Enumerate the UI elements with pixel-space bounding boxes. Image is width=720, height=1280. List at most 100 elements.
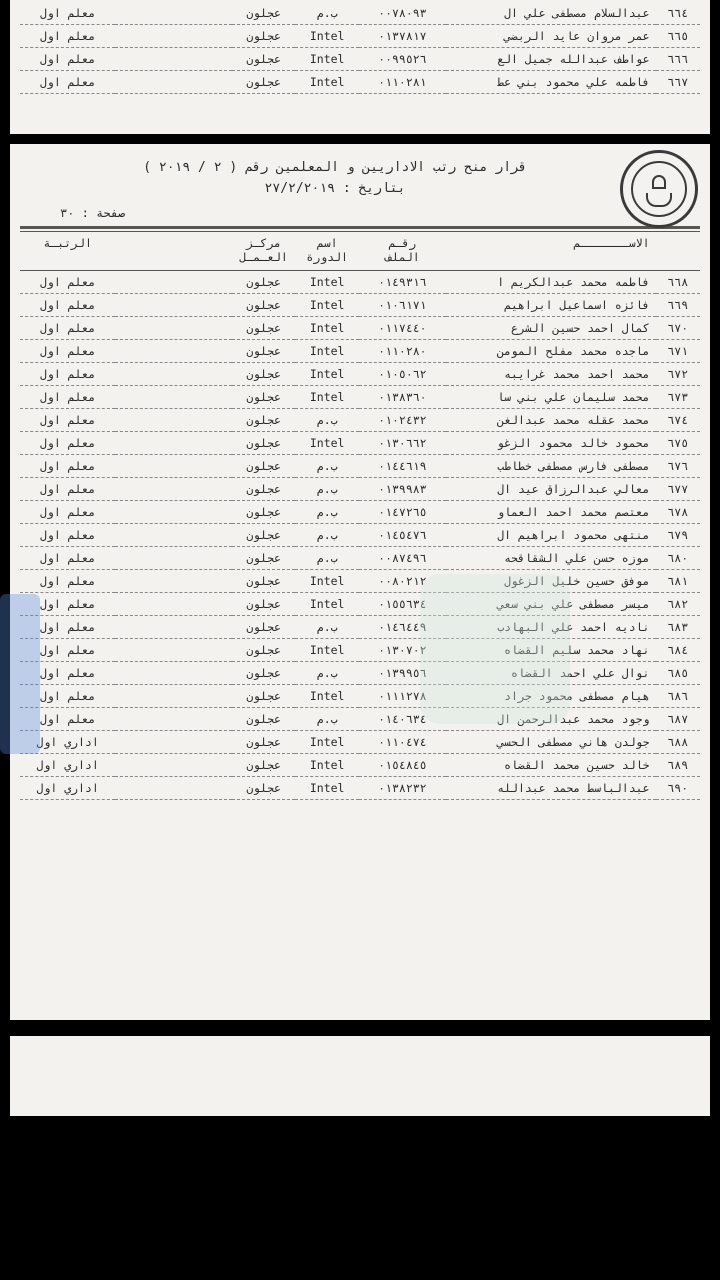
cell-rank: معلم اول xyxy=(20,546,115,569)
cell-center2 xyxy=(115,684,232,707)
cell-rank: معلم اول xyxy=(20,707,115,730)
cell-center2 xyxy=(115,546,232,569)
cell-center2 xyxy=(115,523,232,546)
cell-course: Intel xyxy=(295,270,359,293)
cell-center: عجلون xyxy=(232,615,296,638)
table-row: ٦٧٨معتصم محمد احمد العماو٠١٤٧٢٦٥ب.معجلون… xyxy=(20,500,700,523)
cell-file: ٠١٣٩٩٨٣ xyxy=(359,477,446,500)
table-row: ٦٨٣ناديه احمد علي البهادب٠١٤٦٤٤٩ب.معجلون… xyxy=(20,615,700,638)
cell-center: عجلون xyxy=(232,316,296,339)
cell-file: ٠١٤٤٦١٩ xyxy=(359,454,446,477)
cell-rank: معلم اول xyxy=(20,638,115,661)
title-line1: قرار منح رتب الاداريين و المعلمين رقم ( … xyxy=(60,158,610,179)
cell-course: Intel xyxy=(295,638,359,661)
cell-rank: معلم اول xyxy=(20,477,115,500)
cell-file: ٠١١٠٤٧٤ xyxy=(359,730,446,753)
cell-course: Intel xyxy=(295,592,359,615)
th-name: الاســـــــم xyxy=(446,231,656,268)
cell-name: نهاد محمد سليم القضاه xyxy=(446,638,656,661)
table-row: ٦٧١ماجده محمد مفلح المومن٠١١٠٢٨٠Intelعجل… xyxy=(20,339,700,362)
cell-rank: معلم اول xyxy=(20,569,115,592)
cell-course: ب.م xyxy=(295,454,359,477)
cell-center: عجلون xyxy=(232,661,296,684)
cell-file: ٠١١٠٢٨١ xyxy=(359,71,446,94)
cell-name: خالد حسين محمد القضاه xyxy=(446,753,656,776)
cell-center: عجلون xyxy=(232,408,296,431)
cell-name: فاطمه محمد عبدالكريم ا xyxy=(446,270,656,293)
title-line2: بتاريخ : ٢٧/٢/٢٠١٩ xyxy=(60,179,610,200)
cell-center: عجلون xyxy=(232,362,296,385)
cell-rank: معلم اول xyxy=(20,362,115,385)
cell-center2 xyxy=(115,477,232,500)
table-row: ٦٦٤عبدالسلام مصطفى علي ال٠٠٧٨٠٩٣ب.معجلون… xyxy=(20,2,700,25)
cell-course: ب.م xyxy=(295,661,359,684)
cell-center: عجلون xyxy=(232,569,296,592)
table-row: ٦٨٤نهاد محمد سليم القضاه٠١٣٠٧٠٢Intelعجلو… xyxy=(20,638,700,661)
cell-no: ٦٧٢ xyxy=(656,362,700,385)
cell-file: ٠١٥٥٦٣٤ xyxy=(359,592,446,615)
table-row: ٦٦٩فائزه اسماعيل ابراهيم٠١٠٦١٧١Intelعجلو… xyxy=(20,293,700,316)
cell-course: ب.م xyxy=(295,477,359,500)
table-row: ٦٧٢محمد احمد محمد غرايبه٠١٠٥٠٦٢Intelعجلو… xyxy=(20,362,700,385)
cell-course: Intel xyxy=(295,71,359,94)
table-row: ٦٦٦عواطف عبدالله جميل الع٠٠٩٩٥٢٦Intelعجل… xyxy=(20,48,700,71)
table-row: ٦٧٣محمد سليمان علي بني سا٠١٣٨٣٦٠Intelعجل… xyxy=(20,385,700,408)
cell-course: ب.م xyxy=(295,546,359,569)
cell-center: عجلون xyxy=(232,293,296,316)
cell-course: Intel xyxy=(295,339,359,362)
cell-file: ٠١١٠٢٨٠ xyxy=(359,339,446,362)
cell-file: ٠١٣٠٧٠٢ xyxy=(359,638,446,661)
cell-file: ٠٠٨٧٤٩٦ xyxy=(359,546,446,569)
table-row: ٦٨٨جولدن هاني مصطفى الحسي٠١١٠٤٧٤Intelعجل… xyxy=(20,730,700,753)
cell-name: وجود محمد عبدالرحمن ال xyxy=(446,707,656,730)
cell-name: معتصم محمد احمد العماو xyxy=(446,500,656,523)
official-seal-icon xyxy=(620,150,698,228)
page-number-label: صفحة : ٣٠ xyxy=(20,206,700,224)
cell-rank: معلم اول xyxy=(20,684,115,707)
main-table: الاســـــــم رقـمالملف اسمالدورة مركـزال… xyxy=(20,231,700,800)
cell-file: ٠١٣٠٦٦٢ xyxy=(359,431,446,454)
cell-center2 xyxy=(115,270,232,293)
cell-no: ٦٨٠ xyxy=(656,546,700,569)
cell-name: محمد عقله محمد عبدالغن xyxy=(446,408,656,431)
cell-center: عجلون xyxy=(232,546,296,569)
page-fragment-top: ٦٦٤عبدالسلام مصطفى علي ال٠٠٧٨٠٩٣ب.معجلون… xyxy=(10,0,710,134)
table-row: ٦٨٧وجود محمد عبدالرحمن ال٠١٤٠٦٣٤ب.معجلون… xyxy=(20,707,700,730)
cell-name: محمود خالد محمود الزغو xyxy=(446,431,656,454)
cell-center: عجلون xyxy=(232,776,296,799)
cell-file: ٠١٤٧٢٦٥ xyxy=(359,500,446,523)
cell-name: هيام مصطفى محمود جراد xyxy=(446,684,656,707)
cell-center2 xyxy=(115,2,232,25)
cell-center: عجلون xyxy=(232,730,296,753)
cell-name: موفق حسين خليل الزغول xyxy=(446,569,656,592)
table-row: ٦٨١موفق حسين خليل الزغول٠٠٨٠٢١٢Intelعجلو… xyxy=(20,569,700,592)
cell-course: ب.م xyxy=(295,523,359,546)
cell-no: ٦٨٦ xyxy=(656,684,700,707)
cell-name: ماجده محمد مفلح المومن xyxy=(446,339,656,362)
cell-name: ناديه احمد علي البهادب xyxy=(446,615,656,638)
th-course: اسمالدورة xyxy=(295,231,359,268)
table-row: ٦٦٧فاطمه علي محمود بني عط٠١١٠٢٨١Intelعجل… xyxy=(20,71,700,94)
cell-no: ٦٧١ xyxy=(656,339,700,362)
cell-name: نوال علي احمد القضاه xyxy=(446,661,656,684)
cell-center: عجلون xyxy=(232,25,296,48)
table-row: ٦٨٢ميسر مصطفى علي بني سعي٠١٥٥٦٣٤Intelعجل… xyxy=(20,592,700,615)
cell-no: ٦٧٣ xyxy=(656,385,700,408)
page-fragment-bottom xyxy=(10,1036,710,1116)
cell-no: ٦٧٥ xyxy=(656,431,700,454)
table-row: ٦٧٥محمود خالد محمود الزغو٠١٣٠٦٦٢Intelعجل… xyxy=(20,431,700,454)
cell-rank: اداري اول xyxy=(20,753,115,776)
page-main: قرار منح رتب الاداريين و المعلمين رقم ( … xyxy=(10,144,710,1020)
cell-rank: معلم اول xyxy=(20,615,115,638)
cell-no: ٦٧٧ xyxy=(656,477,700,500)
cell-center: عجلون xyxy=(232,454,296,477)
cell-no: ٦٨٤ xyxy=(656,638,700,661)
cell-no: ٦٧٤ xyxy=(656,408,700,431)
cell-rank: معلم اول xyxy=(20,500,115,523)
cell-course: ب.م xyxy=(295,500,359,523)
table-row: ٦٦٥عمر مروان عايد الربضي٠١٣٧٨١٧Intelعجلو… xyxy=(20,25,700,48)
cell-file: ٠١١٧٤٤٠ xyxy=(359,316,446,339)
cell-center: عجلون xyxy=(232,523,296,546)
cell-center2 xyxy=(115,362,232,385)
cell-course: Intel xyxy=(295,776,359,799)
